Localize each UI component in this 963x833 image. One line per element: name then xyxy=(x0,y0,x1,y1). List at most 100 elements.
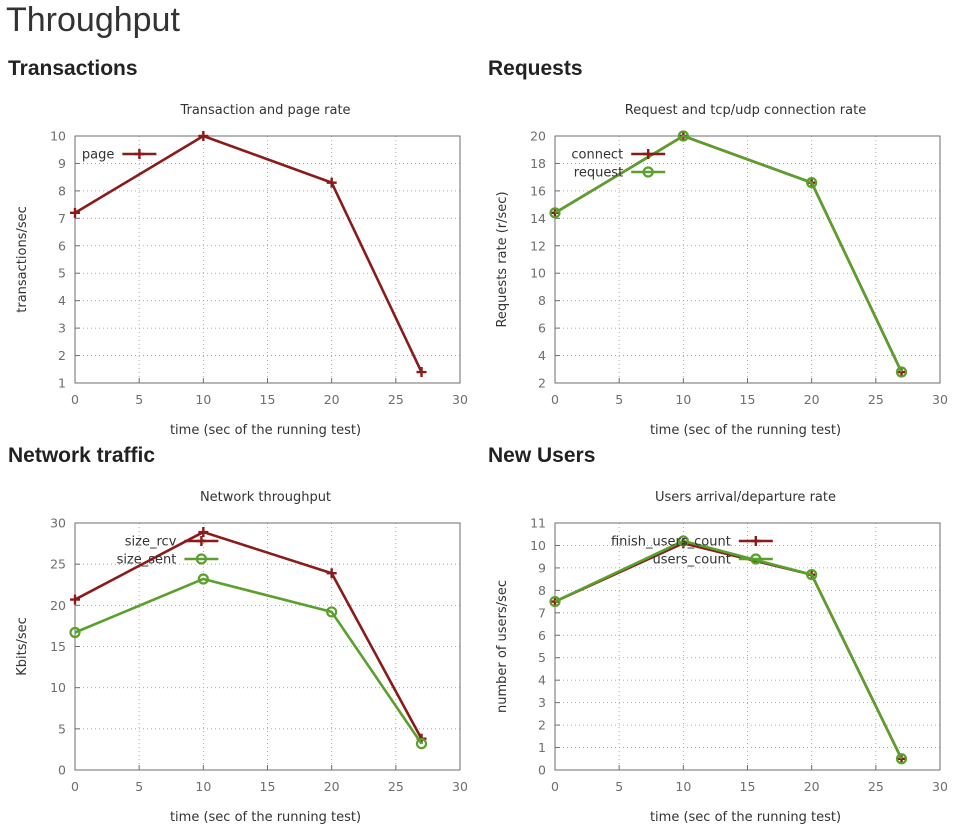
legend-marker-request xyxy=(642,166,654,178)
section-title-network-traffic: Network traffic xyxy=(8,444,156,467)
y-tick-label: 14 xyxy=(530,211,546,226)
series-line-size-sent xyxy=(74,577,423,745)
y-tick-label: 5 xyxy=(58,266,66,281)
data-point-size-rcv xyxy=(70,594,80,605)
x-axis-label: time (sec of the running test) xyxy=(170,810,361,825)
y-tick-label: 5 xyxy=(58,721,66,736)
series-size-sent xyxy=(69,573,428,750)
x-tick-label: 20 xyxy=(804,779,820,794)
x-axis-label: time (sec of the running test) xyxy=(650,810,841,825)
legend-label-size-sent: size_sent xyxy=(117,553,177,568)
y-tick-label: 4 xyxy=(58,293,66,308)
x-axis-label: time (sec of the running test) xyxy=(650,423,841,438)
legend-marker-size-rcv xyxy=(196,536,207,546)
y-tick-label: 0 xyxy=(58,763,66,778)
plot-frame xyxy=(74,135,461,384)
y-tick-label: 7 xyxy=(58,211,66,226)
data-point-size-sent xyxy=(69,626,81,639)
chart-network-traffic: Network throughput 0 5 10 15 20 25 30 0 5 10 15 20 25… xyxy=(15,490,468,825)
series-line-users-count xyxy=(554,539,903,760)
legend-marker-users-count xyxy=(750,553,762,565)
grid-lines xyxy=(75,136,460,383)
data-point-size-sent xyxy=(415,738,428,750)
y-tick-label: 10 xyxy=(530,538,546,553)
legend-marker-connect xyxy=(643,149,654,159)
x-tick-label: 0 xyxy=(551,779,559,794)
y-tick-label: 3 xyxy=(538,695,546,710)
y-tick-label: 2 xyxy=(538,376,546,391)
x-tick-label: 25 xyxy=(388,392,404,407)
legend-marker-finish-users-count xyxy=(750,536,761,546)
y-axis-label: Kbits/sec xyxy=(15,617,30,676)
x-tick-label: 5 xyxy=(615,779,623,794)
x-tick-label: 30 xyxy=(452,779,468,794)
x-tick-label: 0 xyxy=(551,392,559,407)
y-tick-label: 1 xyxy=(58,376,66,391)
x-tick-label: 10 xyxy=(675,392,691,407)
y-tick-label: 0 xyxy=(538,763,546,778)
data-point-page xyxy=(416,367,427,378)
y-axis-label: Requests rate (r/sec) xyxy=(495,191,510,327)
series-line-request xyxy=(554,134,903,373)
section-title-requests: Requests xyxy=(488,57,583,80)
grid-lines xyxy=(555,136,940,383)
y-tick-label: 30 xyxy=(50,516,66,531)
y-tick-label: 8 xyxy=(538,583,546,598)
y-tick-label: 2 xyxy=(58,348,66,363)
y-axis-label: transactions/sec xyxy=(15,206,30,313)
x-tick-label: 5 xyxy=(135,392,143,407)
data-point-request xyxy=(549,207,561,219)
legend-label-page: page xyxy=(82,148,114,163)
data-point-users-count xyxy=(895,753,908,765)
y-tick-label: 10 xyxy=(50,680,66,695)
series-users-count xyxy=(549,535,908,765)
x-tick-label: 10 xyxy=(195,779,211,794)
chart-transactions: Transaction and page rate 0 5 10 15 20 25 30 1 2 3… xyxy=(15,103,468,438)
y-tick-label: 12 xyxy=(530,238,546,253)
y-tick-label: 9 xyxy=(538,560,546,575)
x-tick-label: 10 xyxy=(675,779,691,794)
chart-title: Transaction and page rate xyxy=(179,103,350,118)
data-point-request xyxy=(806,177,818,189)
y-tick-label: 20 xyxy=(50,598,66,613)
y-tick-label: 10 xyxy=(530,266,546,281)
data-point-users-count xyxy=(806,569,818,581)
y-tick-label: 8 xyxy=(58,183,66,198)
data-point-size-sent xyxy=(197,573,209,585)
x-tick-label: 10 xyxy=(195,392,211,407)
x-tick-label: 15 xyxy=(260,392,276,407)
x-tick-label: 5 xyxy=(615,392,623,407)
y-tick-label: 11 xyxy=(530,516,546,531)
plot-frame xyxy=(74,522,461,771)
y-axis-label: number of users/sec xyxy=(495,580,510,713)
series-finish-users-count xyxy=(550,538,907,764)
x-axis-label: time (sec of the running test) xyxy=(170,423,361,438)
y-tick-label: 6 xyxy=(538,321,546,336)
y-tick-label: 3 xyxy=(58,321,66,336)
y-tick-label: 20 xyxy=(530,129,546,144)
y-tick-label: 18 xyxy=(530,156,546,171)
data-point-request xyxy=(895,366,908,378)
x-tick-label: 0 xyxy=(71,392,79,407)
x-tick-label: 20 xyxy=(804,392,820,407)
y-tick-label: 10 xyxy=(50,129,66,144)
data-point-page xyxy=(198,131,209,141)
x-tick-label: 30 xyxy=(932,779,948,794)
legend-label-connect: connect xyxy=(571,148,623,163)
series-page xyxy=(70,131,427,378)
data-point-size-rcv xyxy=(326,568,337,579)
data-point-page xyxy=(326,177,337,188)
legend: finish_users_count users_count xyxy=(611,535,773,568)
x-tick-label: 15 xyxy=(260,779,276,794)
x-tick-label: 30 xyxy=(452,392,468,407)
x-tick-label: 0 xyxy=(71,779,79,794)
y-tick-label: 4 xyxy=(538,673,546,688)
x-tick-label: 25 xyxy=(388,779,404,794)
y-tick-label: 2 xyxy=(538,718,546,733)
y-tick-label: 5 xyxy=(538,650,546,665)
x-tick-label: 25 xyxy=(868,779,884,794)
y-tick-label: 15 xyxy=(50,639,66,654)
y-tick-label: 1 xyxy=(538,740,546,755)
plot-frame xyxy=(554,135,941,384)
chart-requests: Request and tcp/udp connection rate 0 5 10 1… xyxy=(495,103,948,438)
